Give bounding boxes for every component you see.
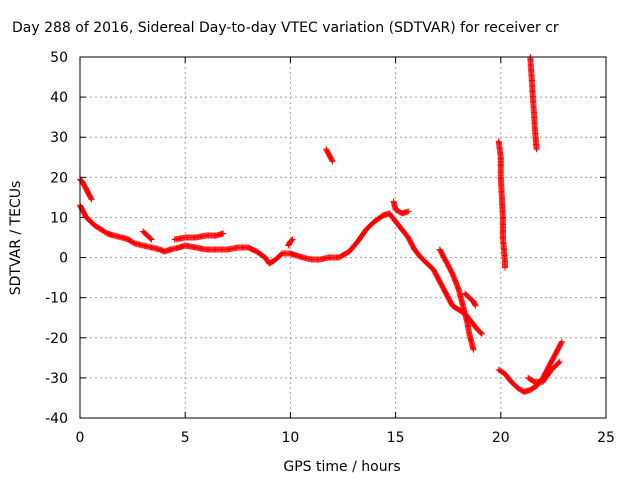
y-tick-label: -40 <box>45 411 68 427</box>
data-point <box>478 330 485 337</box>
y-axis-label: SDTVAR / TECUs <box>8 181 24 296</box>
data-point <box>502 264 509 271</box>
x-tick-label: 20 <box>492 430 510 446</box>
y-tick-label: 30 <box>50 130 68 146</box>
x-tick-label: 5 <box>181 430 190 446</box>
data-point <box>470 346 477 353</box>
x-axis-label: GPS time / hours <box>283 459 400 475</box>
data-point <box>329 158 336 165</box>
data-point <box>472 301 479 308</box>
data-point <box>288 237 295 244</box>
data-point <box>556 358 563 365</box>
data-point <box>147 235 154 242</box>
y-tick-label: -20 <box>45 331 68 347</box>
data-points <box>77 54 565 395</box>
y-tick-label: 40 <box>50 90 68 106</box>
data-point <box>472 302 479 309</box>
data-point <box>289 236 296 243</box>
data-point <box>558 339 565 346</box>
chart-title: Day 288 of 2016, Sidereal Day-to-day VTE… <box>12 20 559 36</box>
y-tick-label: -30 <box>45 371 68 387</box>
y-tick-label: 0 <box>59 251 68 267</box>
data-point <box>88 196 95 203</box>
x-tick-label: 10 <box>281 430 299 446</box>
data-point <box>555 359 562 366</box>
y-tick-label: 10 <box>50 210 68 226</box>
ticks: 0 5 10 15 20 25 -40 -30 -20 -10 0 10 20 30 40 50 <box>45 50 615 446</box>
y-tick-label: 50 <box>50 50 68 66</box>
x-tick-label: 0 <box>76 430 85 446</box>
data-point <box>88 195 95 202</box>
plot-frame <box>79 56 607 419</box>
data-point <box>220 230 227 237</box>
data-point <box>405 208 412 215</box>
data-point <box>328 157 335 164</box>
y-tick-label: 20 <box>50 170 68 186</box>
y-tick-label: -10 <box>45 291 68 307</box>
grid <box>80 57 606 418</box>
x-tick-label: 25 <box>597 430 615 446</box>
data-point <box>558 338 565 345</box>
data-point <box>478 329 485 336</box>
data-point <box>533 146 540 153</box>
data-point <box>148 236 155 243</box>
x-tick-label: 15 <box>387 430 405 446</box>
